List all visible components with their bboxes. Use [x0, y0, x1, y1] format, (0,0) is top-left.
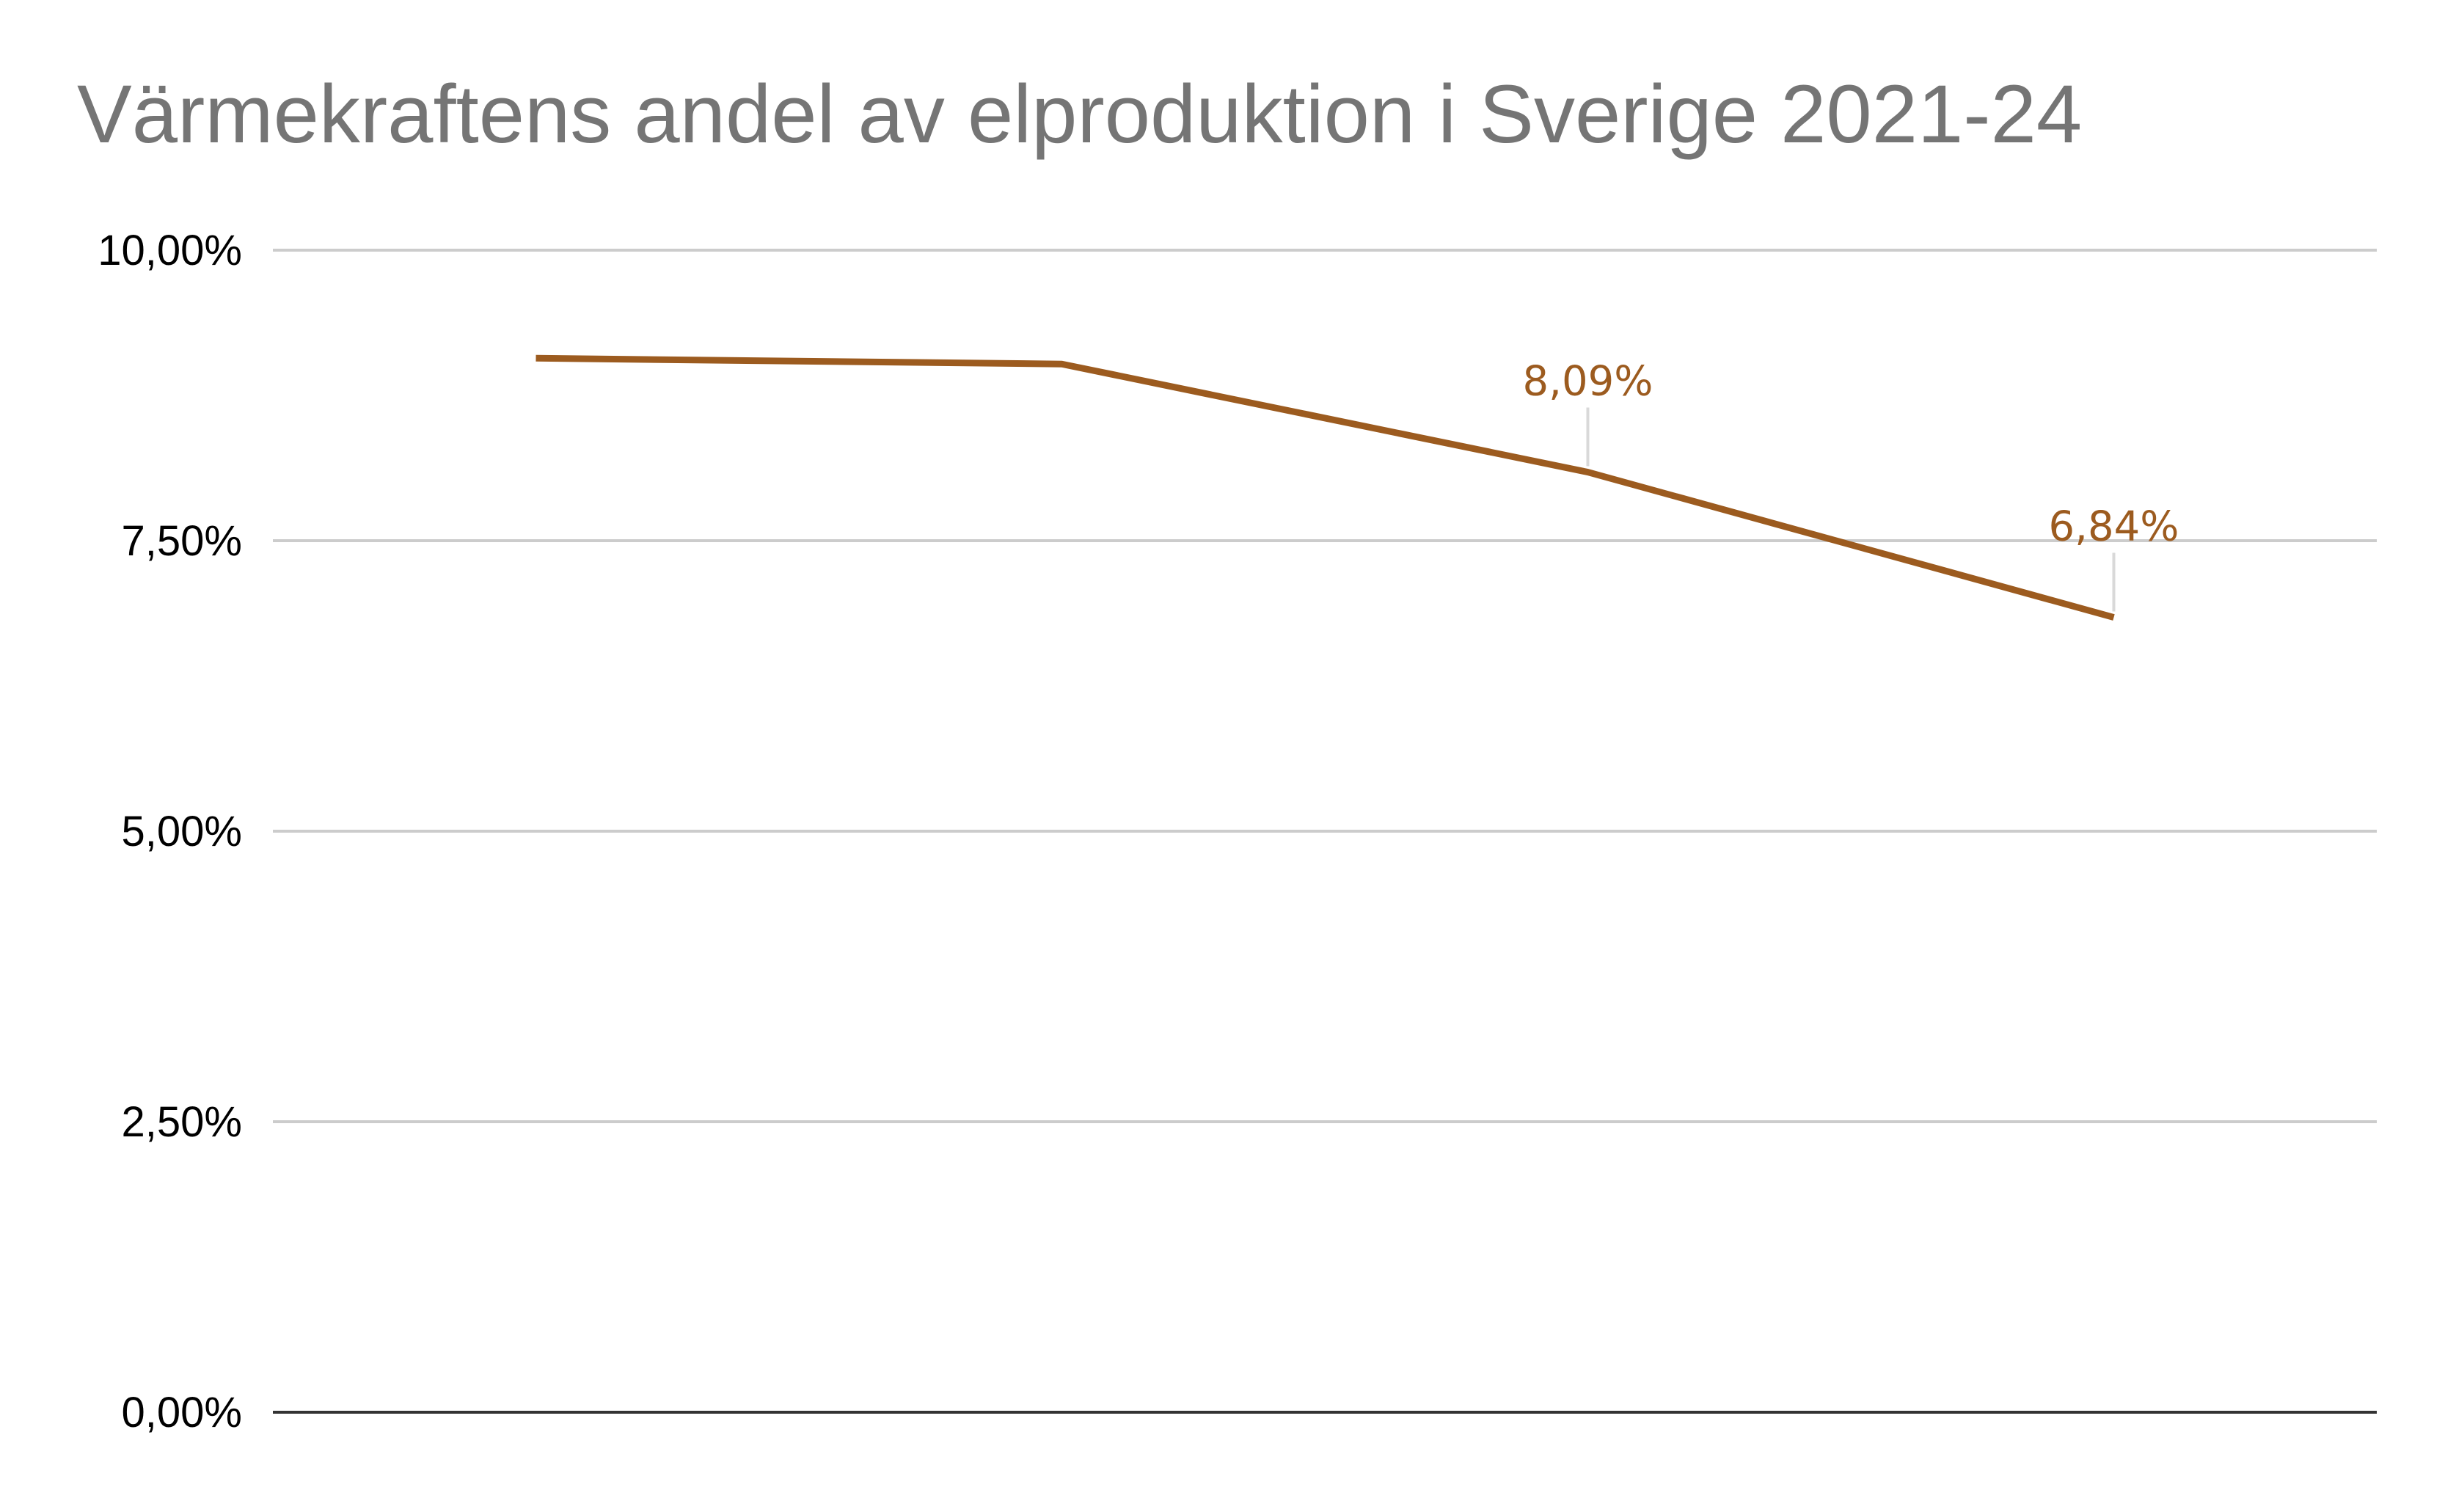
data-labels: 8,09% 6,84%: [1523, 358, 2179, 612]
series-layer: [533, 354, 2117, 621]
data-point: [2111, 615, 2117, 621]
data-point: [1585, 470, 1591, 475]
gridlines: [273, 249, 2377, 1414]
y-axis-tick-labels: 0,00% 2,50% 5,00% 7,50% 10,00%: [98, 227, 242, 1436]
data-label: 8,09%: [1523, 358, 1653, 406]
data-label: 6,84%: [2049, 503, 2179, 551]
data-point: [1059, 361, 1065, 367]
chart-title: Värmekraftens andel av elproduktion i Sv…: [77, 68, 2083, 160]
y-tick-label: 10,00%: [98, 227, 242, 274]
y-tick-label: 0,00%: [122, 1389, 242, 1436]
y-tick-label: 2,50%: [122, 1098, 242, 1146]
data-point: [533, 355, 539, 361]
y-tick-label: 7,50%: [122, 517, 242, 565]
series-line: [536, 354, 2115, 621]
y-tick-label: 5,00%: [122, 808, 242, 855]
